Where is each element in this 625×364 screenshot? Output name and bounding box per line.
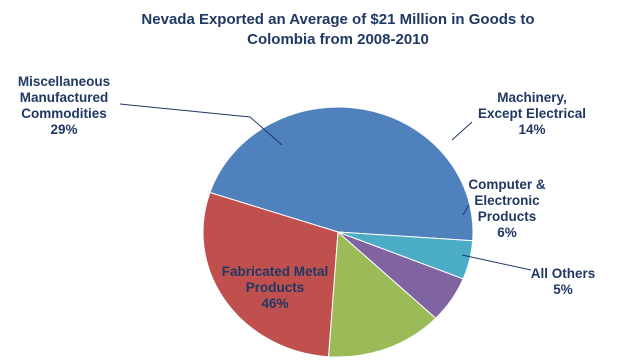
leader-line-miscellaneous-manufactured-commodities [119, 103, 283, 146]
slice-fabricated-metal-products [209, 106, 474, 242]
data-label-pct-all-others: 5% [553, 282, 573, 297]
data-label-miscellaneous-manufactured-commodities: Commodities [21, 106, 107, 121]
data-label-pct-fabricated-metal-products: 46% [261, 296, 288, 311]
chart-title-line-1: Nevada Exported an Average of $21 Millio… [141, 11, 534, 28]
data-label-computer-electronic-products: Computer & [468, 177, 546, 192]
data-label-miscellaneous-manufactured-commodities: Miscellaneous [18, 74, 110, 89]
data-label-fabricated-metal-products: Products [246, 280, 305, 295]
slice-all-others [337, 231, 474, 280]
pie-slices [202, 106, 474, 358]
data-label-pct-miscellaneous-manufactured-commodities: 29% [50, 122, 77, 137]
leader-lines [119, 103, 532, 271]
leader-line-computer-electronic-products [462, 204, 470, 216]
data-label-computer-electronic-products: Electronic [474, 193, 540, 208]
data-label-pct-machinery-except-electrical: 14% [518, 122, 545, 137]
data-label-machinery-except-electrical: Except Electrical [478, 106, 586, 121]
slice-miscellaneous-manufactured-commodities [202, 191, 339, 358]
data-label-computer-electronic-products: Products [478, 209, 537, 224]
data-label-fabricated-metal-products: Fabricated Metal [222, 264, 329, 279]
data-label-pct-computer-electronic-products: 6% [497, 225, 517, 240]
leader-line-machinery-except-electrical [451, 121, 473, 141]
leader-line-all-others [461, 254, 532, 271]
data-label-all-others: All Others [531, 266, 596, 281]
chart-title-line-2: Colombia from 2008-2010 [247, 31, 429, 48]
slice-machinery-except-electrical [328, 230, 437, 358]
data-label-machinery-except-electrical: Machinery, [497, 90, 567, 105]
slice-labels: Fabricated MetalProducts46%Miscellaneous… [18, 74, 595, 311]
data-label-miscellaneous-manufactured-commodities: Manufactured [20, 90, 109, 105]
